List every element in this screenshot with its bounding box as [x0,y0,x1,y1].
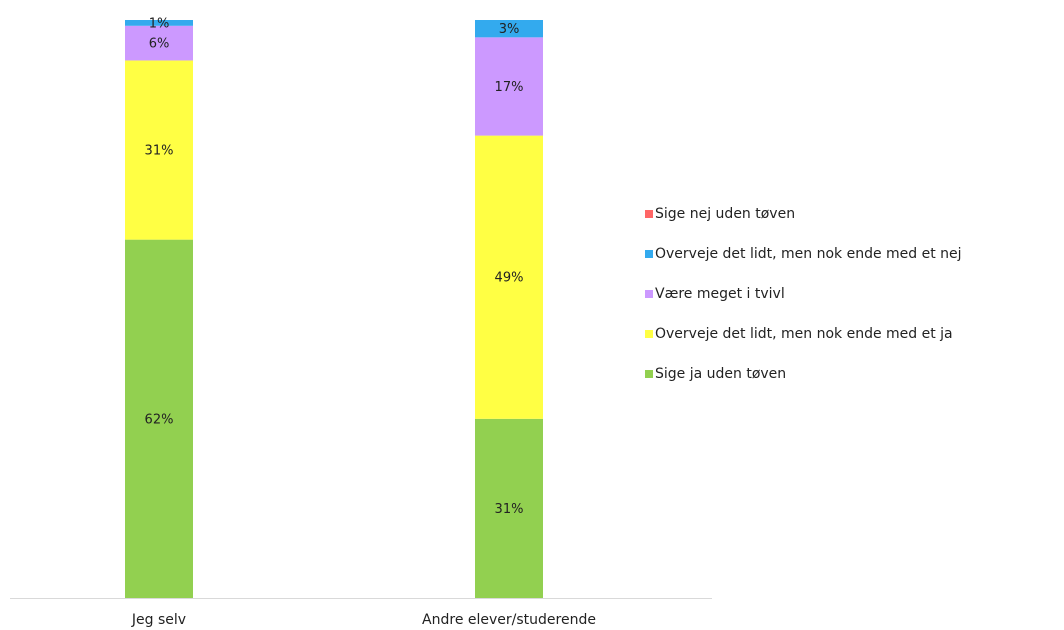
legend-swatch [645,290,653,298]
bar-segment [125,239,193,598]
data-label: 62% [145,412,174,427]
legend-label: Være meget i tvivl [655,286,785,302]
bar-segment [475,20,543,38]
legend-swatch [645,330,653,338]
data-label: 49% [495,271,524,286]
data-label: 17% [495,80,524,95]
data-label: 6% [149,37,170,52]
data-label: 31% [145,144,174,159]
bar-segment [125,25,193,61]
bar-segment [125,20,193,26]
legend-swatch [645,370,653,378]
x-tick-label: Jeg selv [131,612,186,628]
bar-segment [475,418,543,598]
legend-label: Sige ja uden tøven [655,366,786,382]
legend-label: Overveje det lidt, men nok ende med et n… [655,246,962,262]
bar-segment [125,60,193,240]
bar-segment [475,135,543,419]
bar-segment [475,37,543,136]
data-label: 31% [495,502,524,517]
data-label: 1% [149,16,170,31]
legend-label: Overveje det lidt, men nok ende med et j… [655,326,953,342]
x-tick-label: Andre elever/studerende [422,612,596,628]
data-label: 3% [499,22,520,37]
legend-label: Sige nej uden tøven [655,206,795,222]
legend-swatch [645,250,653,258]
legend-swatch [645,210,653,218]
